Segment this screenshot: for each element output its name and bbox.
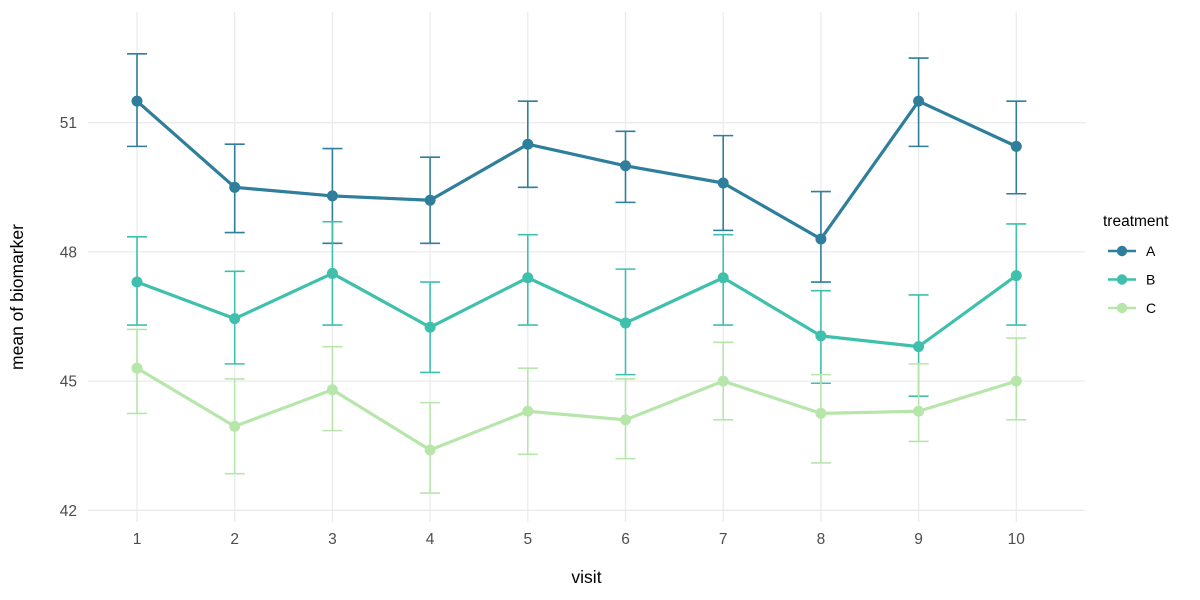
point-A-visit-1	[131, 95, 143, 107]
point-C-visit-8	[815, 407, 827, 419]
point-B-visit-6	[620, 317, 631, 329]
y-tick-label-51: 51	[60, 115, 77, 132]
point-A-visit-4	[424, 194, 436, 206]
x-tick-label-3: 3	[328, 531, 337, 548]
point-C-visit-5	[522, 405, 534, 417]
point-B-visit-5	[522, 272, 534, 284]
y-axis-tick-labels: 42 45 48 51	[60, 115, 77, 520]
y-tick-label-42: 42	[60, 503, 77, 520]
point-B-visit-1	[131, 276, 143, 288]
point-A-visit-2	[229, 181, 241, 193]
x-tick-label-2: 2	[230, 531, 239, 548]
series-points-C	[131, 362, 1022, 456]
x-tick-label-1: 1	[133, 531, 142, 548]
point-A-visit-8	[815, 233, 827, 245]
legend-entry-A: A	[1108, 243, 1156, 259]
x-gridlines	[136, 12, 1017, 522]
x-tick-label-7: 7	[719, 531, 728, 548]
point-B-visit-2	[229, 313, 241, 325]
point-A-visit-9	[913, 95, 925, 107]
legend-label-B: B	[1146, 271, 1155, 287]
series-line-B	[136, 271, 1018, 349]
legend-title: treatment	[1103, 213, 1169, 230]
point-B-visit-10	[1010, 270, 1022, 282]
point-C-visit-6	[620, 414, 631, 426]
error-bars-B	[127, 220, 1027, 397]
point-C-visit-3	[326, 384, 338, 396]
point-B-visit-7	[717, 272, 729, 284]
point-B-visit-8	[815, 330, 827, 342]
series-line-A	[135, 99, 1017, 241]
y-tick-label-48: 48	[60, 244, 77, 261]
point-A-visit-3	[326, 190, 338, 202]
point-A-visit-7	[717, 177, 729, 189]
x-tick-label-4: 4	[426, 531, 435, 548]
point-C-visit-2	[229, 420, 241, 432]
legend-label-A: A	[1146, 243, 1156, 259]
point-A-visit-10	[1010, 140, 1022, 152]
x-tick-label-5: 5	[523, 531, 532, 548]
x-axis-tick-labels: 1 2 3 4 5 6 7 8 9 10	[133, 531, 1026, 548]
point-C-visit-9	[913, 405, 925, 417]
legend-key-point-B	[1116, 274, 1128, 285]
legend-label-C: C	[1146, 300, 1156, 316]
x-tick-label-8: 8	[817, 531, 826, 548]
x-axis-title: visit	[571, 567, 601, 587]
legend: treatment ABC	[1103, 213, 1169, 316]
legend-key-point-A	[1116, 245, 1128, 257]
x-tick-label-6: 6	[621, 531, 630, 548]
point-B-visit-3	[326, 267, 338, 279]
point-C-visit-4	[424, 444, 436, 456]
legend-entry-B: B	[1108, 271, 1155, 287]
point-A-visit-6	[620, 160, 631, 172]
point-A-visit-5	[522, 138, 534, 150]
point-B-visit-4	[424, 321, 436, 333]
point-C-visit-7	[717, 375, 729, 387]
point-C-visit-10	[1010, 375, 1022, 387]
series-line-C	[136, 366, 1017, 452]
series-points-B	[131, 267, 1022, 353]
legend-key-point-C	[1116, 302, 1128, 314]
point-C-visit-1	[131, 362, 143, 374]
y-axis-title: mean of biomarker	[7, 224, 27, 370]
legend-entry-C: C	[1108, 300, 1156, 316]
y-tick-label-45: 45	[60, 374, 77, 391]
error-bars-A	[127, 52, 1027, 283]
point-B-visit-9	[913, 341, 925, 353]
series-points-A	[131, 95, 1022, 245]
x-tick-label-10: 10	[1008, 531, 1026, 548]
x-tick-label-9: 9	[914, 531, 923, 548]
